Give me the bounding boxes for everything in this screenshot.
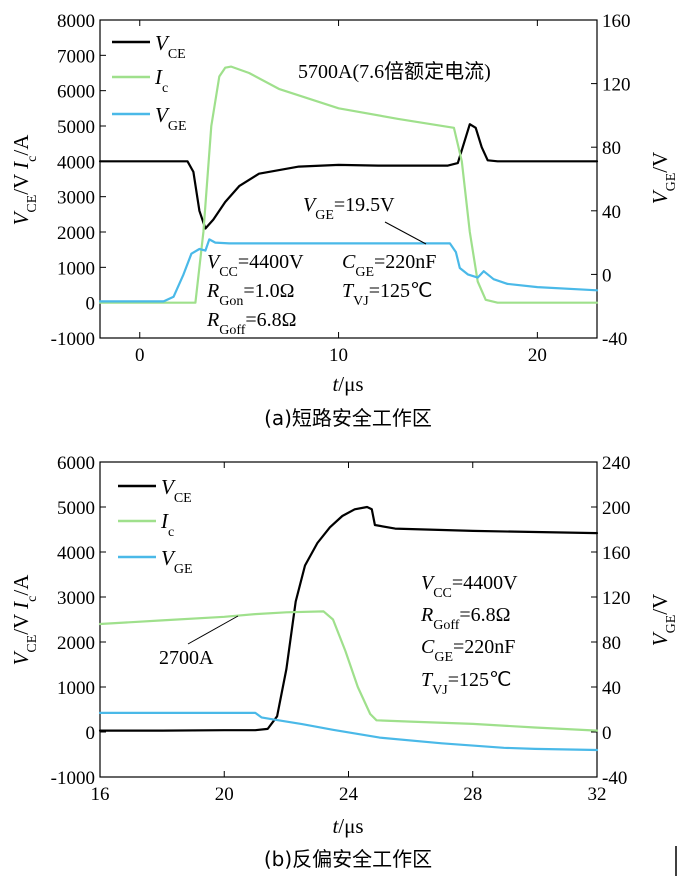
panel-a-caption: (a)短路安全工作区 [264,406,432,430]
y-left-tick-label: 0 [86,294,96,315]
y-left-tick-label: 5000 [57,498,95,519]
annotation-current-leader [187,615,239,645]
panel-a-series [98,65,599,304]
y-left-tick-label: 1000 [57,678,95,699]
y-left-tick-label: 4000 [57,543,95,564]
x-tick-label: 20 [215,784,234,805]
panel-a-xlabel: t/μs [332,372,363,396]
panel-a-ylabel-right: VGE/V [648,152,679,205]
panel-a-current-note: 5700A(7.6倍额定电流) [298,60,491,83]
y-left-tick-label: 3000 [57,188,95,209]
panel-b-reverse-bias-soa: 6000500040003000200010000-10002402001601… [9,453,679,871]
annotation-cge: CGE=220nF [342,251,436,280]
y-right-tick-label: 160 [602,11,631,32]
y-right-tick-label: 80 [602,138,621,159]
y-right-tick-label: 200 [602,498,631,519]
y-left-tick-label: 3000 [57,588,95,609]
series-line-ic [98,65,599,304]
x-tick-label: 24 [339,784,359,805]
y-right-tick-label: 0 [602,265,612,286]
series-line-vge [98,711,599,752]
panel-a-plot-frame [99,19,598,339]
y-right-tick-label: 240 [602,453,631,474]
x-tick-label: 0 [135,345,145,366]
y-right-tick-label: 40 [602,678,621,699]
y-left-tick-label: 7000 [57,46,95,67]
annotation-tvj: TVJ=125℃ [342,280,432,309]
panel-a-legend: VCE Ic VGE [112,31,187,134]
x-tick-label: 20 [528,345,547,366]
legend-label-ic: Ic [154,65,168,96]
annotation-rgoff: RGoff=6.8Ω [420,604,511,633]
y-left-tick-label: -1000 [51,768,95,789]
series-line-ic [98,610,599,732]
y-left-tick-label: 0 [86,723,96,744]
series-line-vce [98,505,599,732]
annotation-vcc: VCC=4400V [207,251,304,280]
y-right-tick-label: 80 [602,633,621,654]
y-right-tick-label: 40 [602,202,621,223]
annotation-current-2700a: 2700A [159,647,214,669]
annotation-cge: CGE=220nF [421,636,515,665]
annotation-vge-leader [384,221,427,245]
y-left-tick-label: 2000 [57,633,95,654]
x-tick-label: 16 [91,784,110,805]
panel-b-xlabel: t/μs [332,814,363,838]
panel-b-series [98,505,599,752]
y-right-tick-label: 120 [602,75,631,96]
annotation-rgoff: RGoff=6.8Ω [206,309,297,338]
y-left-tick-label: 6000 [57,453,95,474]
legend-label-vge: VGE [155,103,187,134]
y-right-tick-label: 120 [602,588,631,609]
y-left-tick-label: 8000 [57,11,95,32]
annotation-rgon: RGon=1.0Ω [206,280,295,309]
x-tick-label: 28 [463,784,482,805]
panel-b-ylabel-left: VCE/V Ic/A [9,574,40,666]
panel-a-annotations: VGE=19.5V VCC=4400V CGE=220nF RGon=1.0Ω … [206,194,436,338]
legend-label-vge: VGE [161,546,193,577]
annotation-tvj: TVJ=125℃ [421,669,511,698]
series-line-vge [98,238,599,303]
legend-label-vce: VCE [155,31,186,62]
annotation-vcc: VCC=4400V [421,572,518,601]
legend-label-ic: Ic [160,509,174,540]
y-right-tick-label: -40 [602,329,627,350]
x-tick-label: 10 [329,345,348,366]
panel-b-ylabel-right: VGE/V [648,594,679,647]
y-right-tick-label: 0 [602,723,612,744]
y-left-tick-label: 6000 [57,82,95,103]
x-tick-label: 32 [588,784,607,805]
panel-b-legend: VCE Ic VGE [118,475,193,577]
y-left-tick-label: 5000 [57,117,95,138]
panel-b-annotations: 2700A VCC=4400V RGoff=6.8Ω CGE=220nF TVJ… [159,572,518,698]
panel-a-ylabel-left: VCE/V Ic/A [9,134,40,226]
panel-a-short-circuit-soa: 800070006000500040003000200010000-100016… [9,11,679,430]
y-right-tick-label: -40 [602,768,627,789]
y-left-tick-label: 4000 [57,152,95,173]
panel-a-ticks: 800070006000500040003000200010000-100016… [51,11,631,366]
y-left-tick-label: 1000 [57,258,95,279]
panel-b-caption: (b)反偏安全工作区 [264,847,432,871]
y-left-tick-label: -1000 [51,329,95,350]
y-left-tick-label: 2000 [57,223,95,244]
annotation-vge-level: VGE=19.5V [303,194,395,223]
legend-label-vce: VCE [161,475,192,506]
y-right-tick-label: 160 [602,543,631,564]
panel-b-ticks: 6000500040003000200010000-10002402001601… [51,453,631,805]
